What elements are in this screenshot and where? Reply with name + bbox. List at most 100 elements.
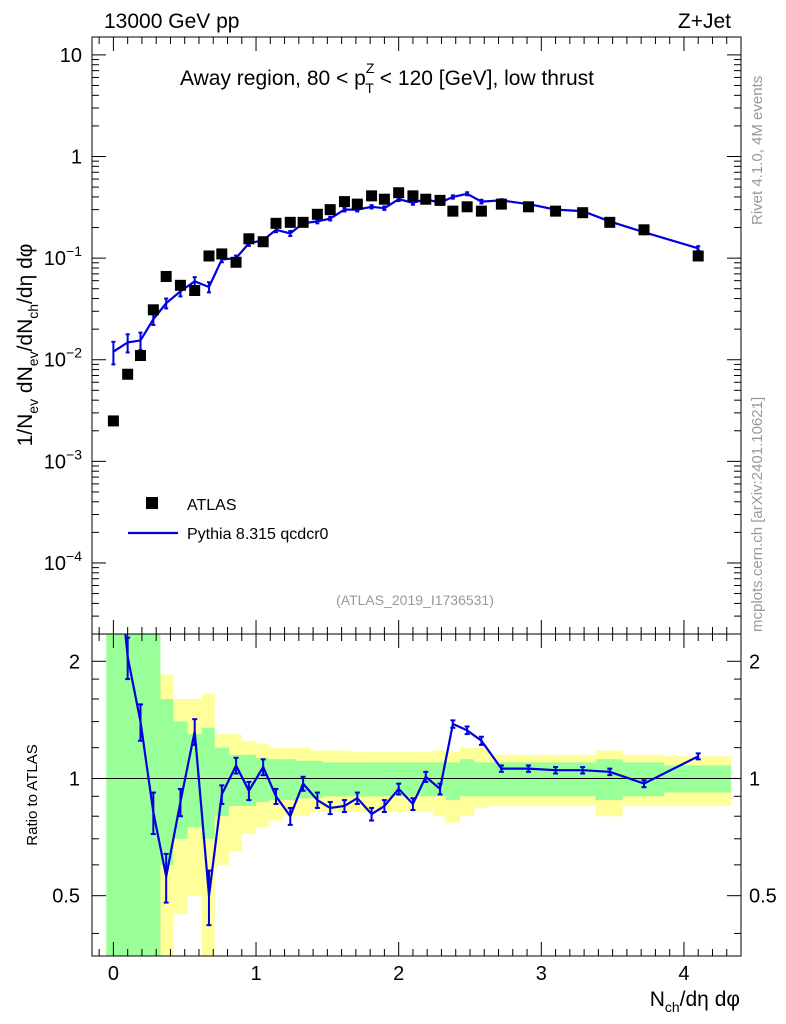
plot-title-suffix: < 120 [GeV], low thrust	[374, 67, 594, 90]
legend-data-marker	[146, 497, 158, 509]
ratio-band-inner-13	[283, 759, 296, 801]
atlas-point-17	[338, 196, 350, 208]
atlas-point-22	[407, 190, 419, 202]
ratio-band-inner-16	[323, 762, 338, 797]
atlas-point-28	[495, 198, 507, 210]
atlas-point-10	[243, 233, 255, 245]
atlas-point-16	[324, 204, 336, 216]
ratio-band-inner-6	[187, 734, 202, 828]
ratio-clip-group	[124, 634, 701, 927]
ratio-band-inner-20	[377, 762, 392, 797]
ratio-band-inner-21	[391, 762, 406, 797]
atlas-point-29	[522, 201, 534, 213]
main-ytick-label-3: 10−2	[44, 345, 82, 372]
source-label: mcplots.cern.ch [arXiv:2401.10621]	[749, 397, 766, 632]
ratio-band-inner-27	[474, 762, 489, 797]
atlas-point-15	[311, 208, 323, 220]
atlas-point-5	[174, 279, 186, 291]
rivet-label: Rivet 4.1.0, 4M events	[749, 76, 766, 225]
main-ytick-label-4: 10−3	[44, 446, 82, 473]
legend-data-label: ATLAS	[187, 497, 237, 514]
atlas-point-4	[160, 270, 172, 282]
ratio-ytick-label-2: 0.5	[52, 886, 80, 908]
ratio-band-inner-26	[460, 759, 475, 797]
atlas-point-24	[434, 194, 446, 206]
energy-label: 13000 GeV pp	[104, 10, 239, 33]
xtick-label-1: 1	[250, 963, 261, 985]
ratio-band-inner-25	[445, 762, 461, 801]
atlas-point-18	[351, 198, 363, 210]
atlas-point-32	[604, 216, 616, 228]
ratio-band-inner-1	[120, 634, 134, 956]
atlas-point-7	[203, 250, 215, 262]
ratio-band-inner-0	[106, 634, 121, 956]
atlas-point-23	[420, 193, 432, 205]
atlas-point-11	[257, 236, 269, 248]
ratio-band-inner-17	[337, 762, 351, 797]
ratio-band-inner-10	[241, 754, 257, 806]
xtick-label-3: 3	[536, 963, 547, 985]
ratio-ytick-label-0: 2	[69, 651, 80, 673]
atlas-point-34	[692, 250, 704, 262]
ratio-band-inner-34	[663, 765, 732, 793]
legend: ATLAS Pythia 8.315 qcdcr0	[128, 497, 329, 543]
main-ytick-label-2: 10−1	[44, 243, 82, 270]
atlas-point-14	[297, 216, 309, 228]
plot-title: Away region, 80 < pZ T < 120 [GeV], low t…	[180, 60, 594, 96]
atlas-point-33	[638, 224, 650, 236]
main-panel-data	[107, 187, 704, 427]
ratio-band-inner-11	[256, 757, 269, 803]
ratio-ytick-label-right-1: 1	[749, 768, 760, 790]
analysis-id: (ATLAS_2019_I1736531)	[336, 592, 494, 608]
atlas-point-9	[230, 256, 242, 268]
atlas-point-12	[270, 217, 282, 229]
ratio-frame	[91, 633, 742, 957]
plot-title-sub: T	[365, 80, 374, 96]
atlas-point-26	[461, 201, 473, 213]
ratio-ytick-label-right-2: 0.5	[749, 886, 777, 908]
ratio-panel-data	[124, 634, 701, 927]
atlas-point-13	[284, 216, 296, 228]
atlas-point-3	[147, 304, 159, 316]
ratio-band-inner-19	[364, 762, 378, 797]
atlas-point-2	[134, 350, 146, 362]
main-y-axis-label: 1/Nev dNev/dNch/dη dφ	[14, 244, 41, 447]
atlas-point-0	[107, 415, 119, 427]
ratio-band-inner-2	[133, 634, 148, 956]
plot-title-sup: Z	[366, 60, 375, 76]
ratio-band-inner-5	[173, 721, 188, 839]
main-ytick-label-1: 1	[71, 147, 82, 169]
ratio-band-inner-15	[310, 760, 324, 799]
main-ytick-label-5: 10−4	[44, 548, 82, 575]
atlas-point-31	[577, 207, 589, 219]
ratio-band-inner-18	[350, 762, 365, 797]
ratio-ytick-label-right-0: 2	[749, 651, 760, 673]
xtick-label-0: 0	[108, 963, 119, 985]
xtick-label-2: 2	[393, 963, 404, 985]
main-clip-group	[107, 187, 704, 427]
x-axis-label: Nch/dη dφ	[650, 988, 740, 1015]
ratio-panel-frame: 2 2 1 1 0.5 0.5 0 1 2 3 4	[52, 633, 777, 985]
ratio-band-inner-9	[228, 754, 242, 806]
ratio-band-inner-7	[201, 727, 215, 839]
atlas-point-30	[550, 205, 562, 217]
atlas-point-27	[475, 205, 487, 217]
legend-mc-label: Pythia 8.315 qcdcr0	[187, 526, 329, 543]
xtick-label-4: 4	[678, 963, 689, 985]
atlas-point-8	[216, 248, 228, 260]
ratio-band-inner-4	[160, 699, 174, 865]
atlas-point-25	[447, 205, 459, 217]
atlas-point-6	[189, 285, 201, 297]
atlas-point-20	[378, 193, 390, 205]
main-panel-frame: 10 1 10−1 10−2 10−3 10−4	[44, 36, 742, 635]
ratio-band-inner-32	[595, 759, 623, 801]
atlas-point-21	[393, 187, 405, 199]
main-frame	[91, 36, 742, 635]
process-label: Z+Jet	[678, 10, 731, 33]
atlas-point-19	[366, 190, 378, 202]
main-ytick-label-0: 10	[60, 45, 82, 67]
ratio-ytick-label-1: 1	[69, 768, 80, 790]
ratio-band-inner-22	[405, 762, 419, 797]
ratio-band-inner-8	[214, 747, 229, 817]
